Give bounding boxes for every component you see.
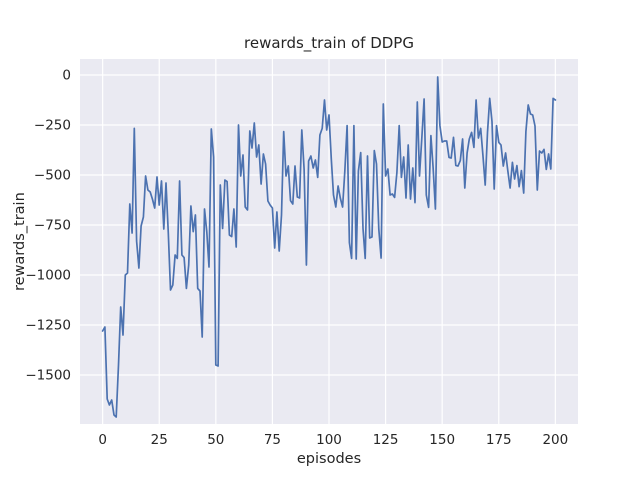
x-tick-label: 200 bbox=[542, 432, 568, 448]
y-tick-label: 0 bbox=[62, 68, 71, 84]
y-tick-label: −1500 bbox=[25, 368, 71, 384]
x-tick-label: 125 bbox=[373, 432, 399, 448]
chart-title: rewards_train of DDPG bbox=[244, 34, 414, 52]
y-tick-label: −1250 bbox=[25, 318, 71, 334]
x-tick-label: 150 bbox=[429, 432, 455, 448]
y-tick-label: −750 bbox=[34, 218, 71, 234]
x-tick-label: 175 bbox=[486, 432, 512, 448]
y-tick-label: −250 bbox=[34, 118, 71, 134]
x-tick-label: 0 bbox=[98, 432, 107, 448]
x-tick-label: 50 bbox=[207, 432, 224, 448]
y-tick-label: −500 bbox=[34, 168, 71, 184]
x-axis-label: episodes bbox=[296, 451, 362, 467]
x-tick-label: 25 bbox=[151, 432, 168, 448]
x-tick-label: 100 bbox=[316, 432, 342, 448]
series-line-rewards_train bbox=[101, 76, 557, 418]
y-tick-label: −1000 bbox=[25, 268, 71, 284]
x-tick-label: 75 bbox=[264, 432, 281, 448]
